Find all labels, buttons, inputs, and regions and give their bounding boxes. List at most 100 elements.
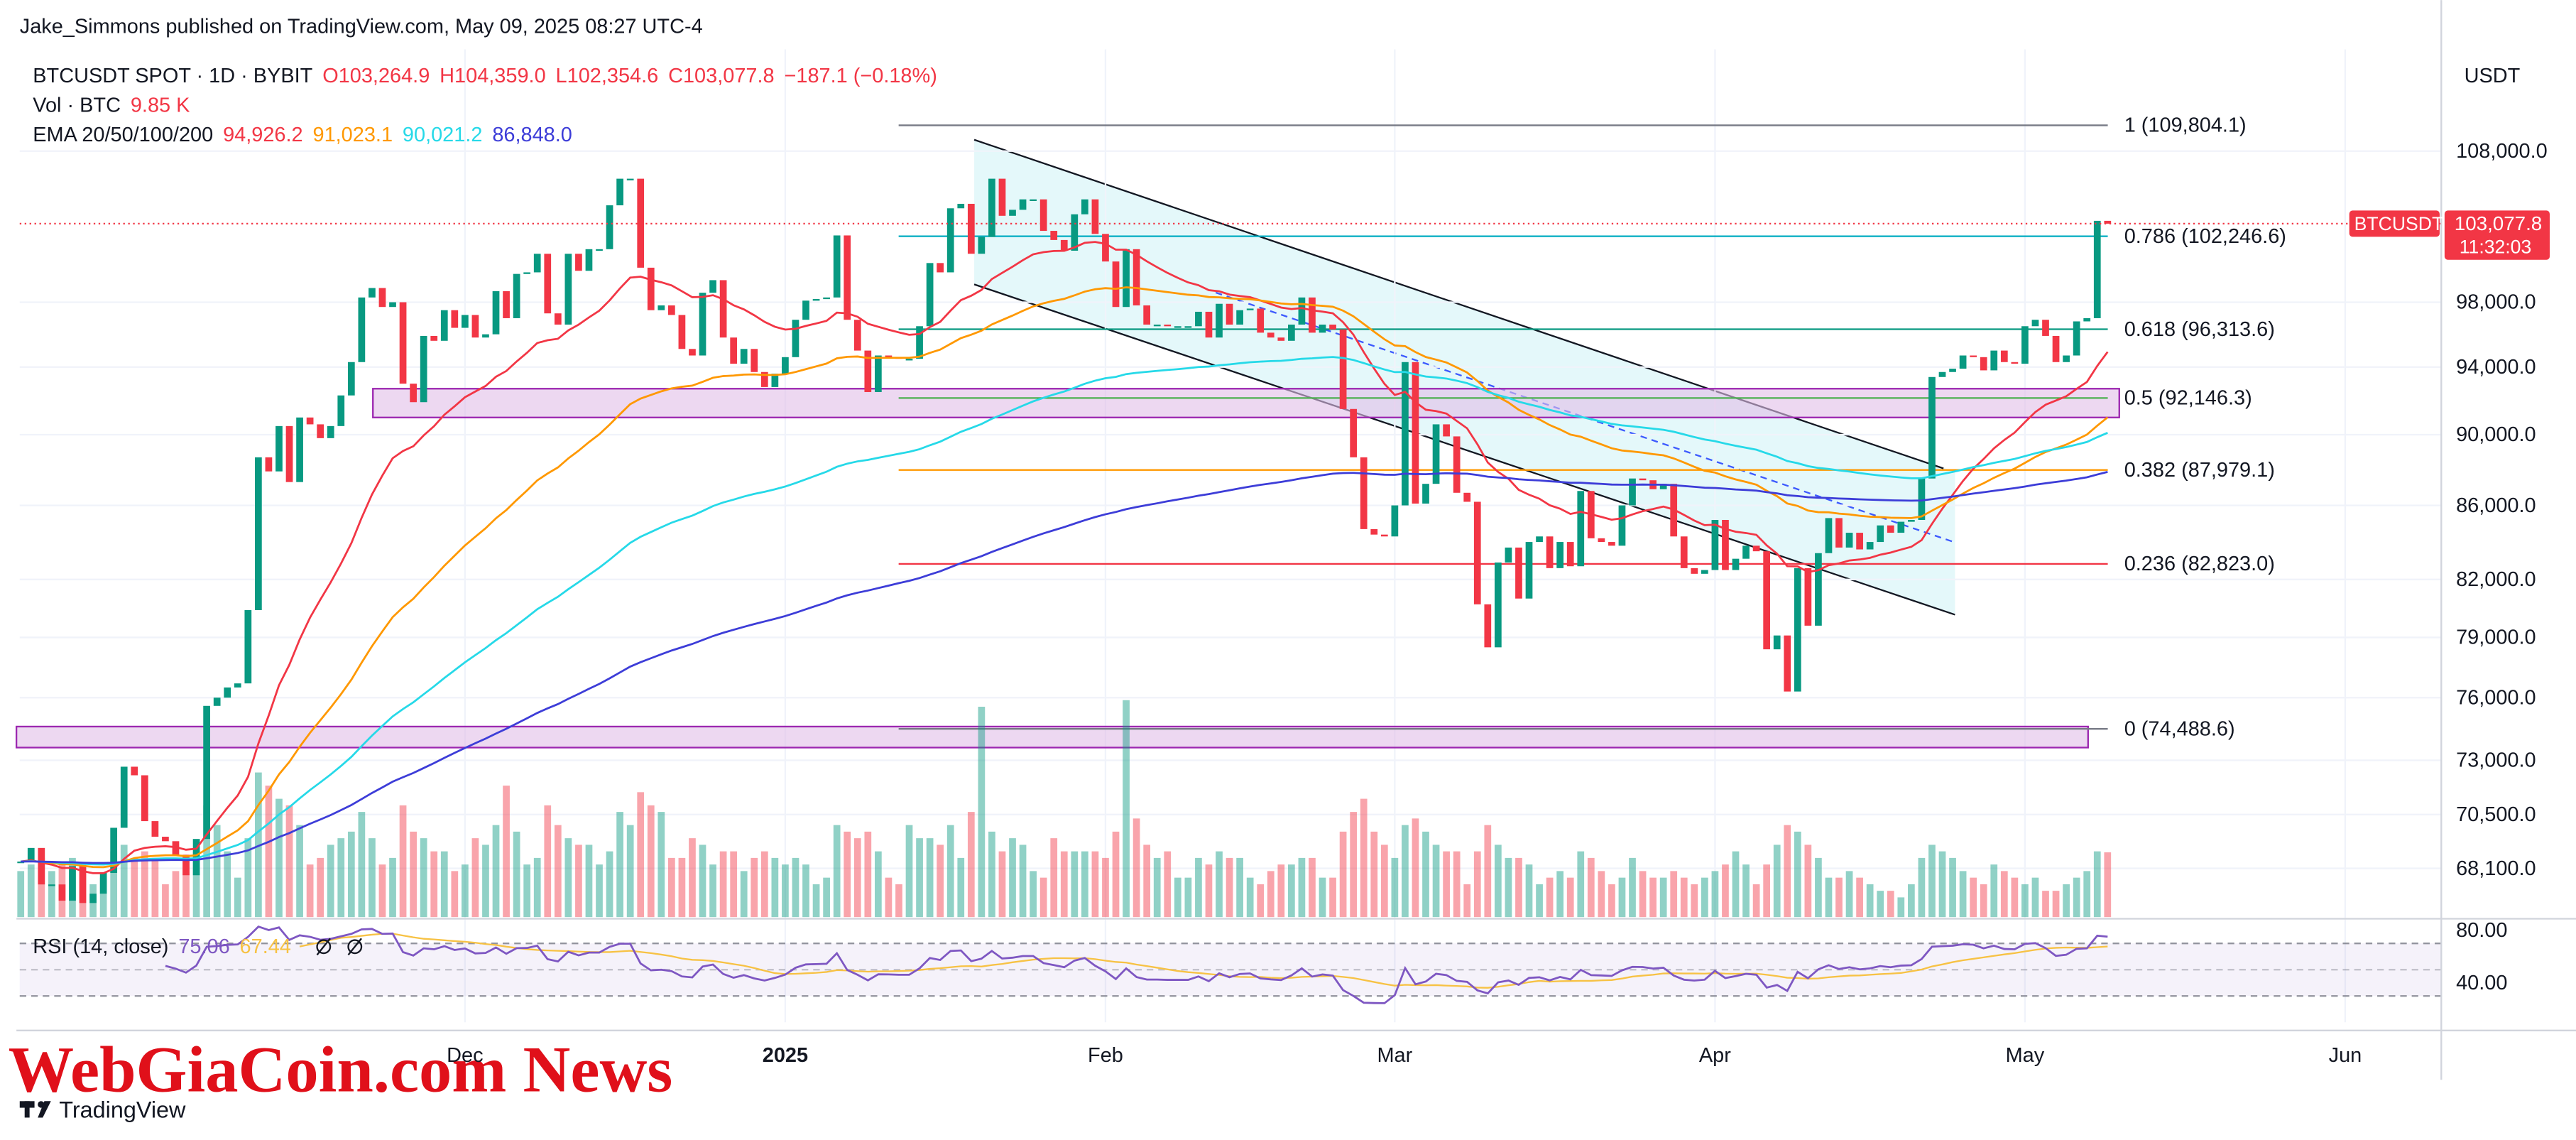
candle-body [99,873,107,894]
candle-body [1949,369,1956,372]
candle-body [1071,214,1079,251]
candle-body [462,315,469,328]
volume-bar [864,831,872,918]
candle-body [792,320,799,357]
volume-bar [1649,877,1657,918]
candle-body [554,313,562,325]
candle-body [926,263,934,327]
candle-body [1309,297,1316,333]
candle-body [730,337,738,364]
volume-bar [1133,818,1140,918]
candle-body [1257,308,1265,333]
volume-bar [1525,864,1533,918]
volume-bar [751,857,758,918]
candle-body [864,350,872,392]
volume-bar [2031,877,2039,918]
candle-body [182,854,190,876]
volume-bar [1566,877,1574,918]
volume-bar [533,857,541,918]
candle-body [1938,371,1946,377]
candle-body [1123,249,1130,308]
volume-bar [1536,884,1543,918]
candle-body [131,766,138,776]
volume-bar [2052,891,2060,918]
ema-line [21,356,2108,866]
candle-body [1577,491,1585,567]
candle-body [2000,350,2008,362]
volume-bar [378,864,386,918]
candle-body [1711,520,1719,570]
volume-bar [978,707,986,918]
volume-bar [1804,845,1812,918]
candle-body [265,457,273,472]
volume-bar [1030,871,1037,918]
candle-body [1236,310,1243,325]
y-tick-label: 79,000.0 [2456,626,2536,649]
candle-body [875,355,882,392]
volume-bar [1319,877,1326,918]
candle-body [1133,249,1140,305]
volume-bar [998,851,1006,918]
volume-bar [1236,857,1243,918]
candle-body [69,866,76,901]
rsi-name: RSI (14, close) [33,935,168,958]
volume-bar [616,812,623,918]
watermark: WebGiaCoin.com News [9,1033,673,1106]
volume-bar [172,871,180,918]
candle-body [1050,231,1058,240]
candle-body [1815,553,1822,626]
ema-value: 91,023.1 [313,124,393,146]
candle-body [1060,239,1068,251]
candle-body [740,349,748,364]
candle-body [905,359,913,361]
volume-bar [1453,851,1461,918]
candle-body [1391,505,1399,537]
candle-body [2011,362,2019,364]
candle-body [79,866,87,903]
candle-body [1174,326,1181,328]
rsi-line [165,925,2108,1004]
volume-bar [1505,857,1512,918]
volume-bar [162,884,169,918]
volume-bar [2021,884,2029,918]
fib-label: 0.382 (87,979.1) [2124,459,2275,482]
volume-bar [2042,891,2049,918]
candle-body [678,315,686,349]
x-tick-label: May [2006,1044,2045,1067]
candle-body [1226,303,1233,325]
volume-bar [1825,877,1833,918]
candle-body [1825,518,1833,553]
candle-body [358,297,366,362]
volume-bar [1835,877,1843,918]
candle-body [957,203,965,209]
y-tick-label: 76,000.0 [2456,686,2536,709]
volume-bar [275,798,283,918]
volume-bar [1391,857,1399,918]
volume-bar [554,825,562,918]
candle-body [1980,357,1987,371]
candle-body [317,424,324,438]
candle-body [1659,484,1667,489]
candle-body [1350,408,1358,457]
volume-bar [1422,831,1429,918]
candle-body [885,355,893,357]
volume-bar [1598,871,1605,918]
candle-body [1691,568,1698,574]
candle-body [1763,551,1771,650]
volume-bar [471,838,479,918]
volume-bar [420,838,427,918]
volume-bar [647,805,655,918]
candle-body [1536,536,1543,543]
volume-bar [1877,891,1884,918]
volume-bar [1339,831,1347,918]
candle-body [327,425,334,438]
price-tag-bg [2444,210,2550,260]
candle-body [1463,492,1471,502]
volume-bar [296,825,303,918]
candle-body [347,362,355,396]
ema-value: 86,848.0 [492,124,572,146]
candle-body [1845,533,1853,548]
volume-bar [1732,851,1740,918]
